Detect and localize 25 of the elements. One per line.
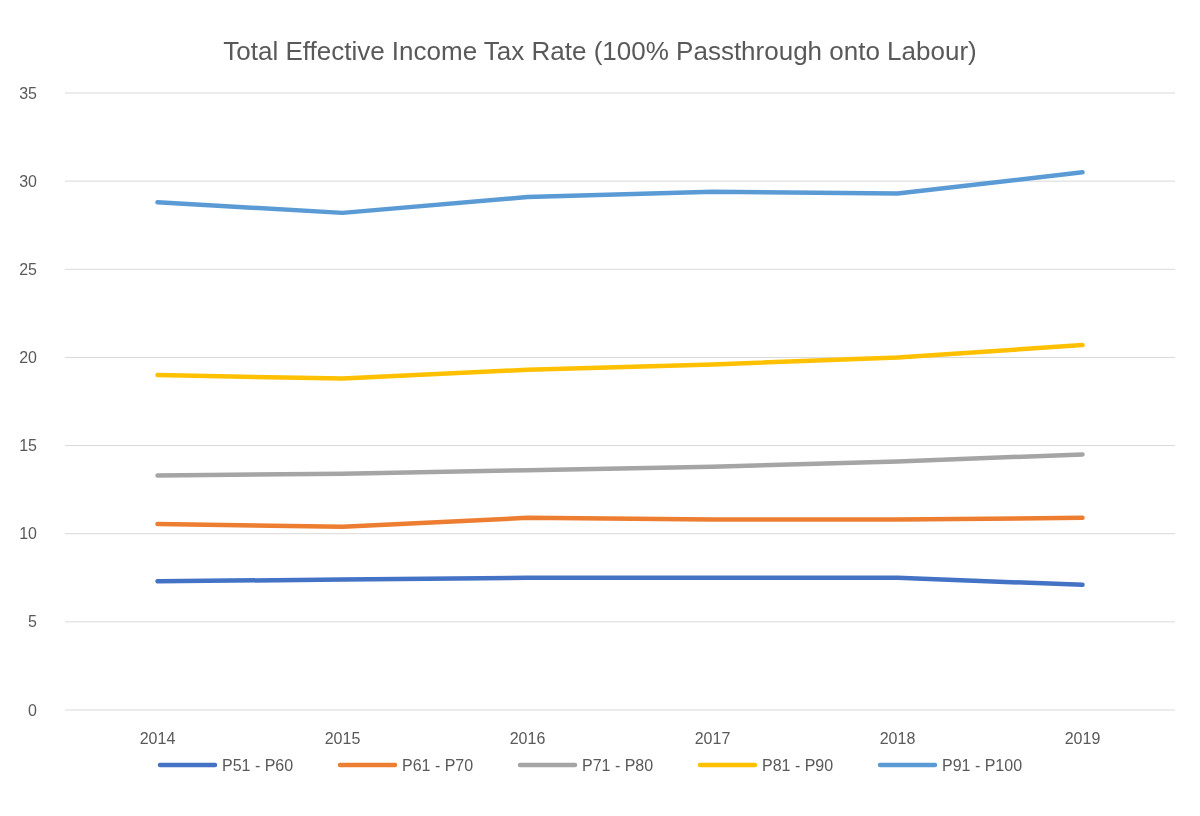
line-series [155, 575, 1085, 588]
x-tick-label: 2017 [694, 730, 731, 747]
x-tick-label: 2014 [139, 730, 176, 747]
legend-label: P81 - P90 [762, 756, 834, 774]
legend-label: P71 - P80 [582, 756, 654, 774]
chart-title: Total Effective Income Tax Rate (100% Passthrough onto Labour) [223, 36, 977, 66]
legend-label: P91 - P100 [942, 756, 1023, 774]
y-tick-label: 0 [28, 701, 38, 719]
x-tick-label: 2018 [879, 730, 916, 747]
y-tick-label: 15 [19, 437, 38, 455]
legend-label: P51 - P60 [222, 756, 294, 774]
y-tick-label: 20 [19, 349, 38, 367]
x-tick-label: 2015 [324, 730, 361, 747]
y-tick-label: 5 [28, 613, 38, 631]
legend-label: P61 - P70 [402, 756, 474, 774]
line-series [155, 452, 1085, 478]
x-tick-label: 2016 [509, 730, 546, 747]
y-tick-label: 25 [19, 260, 38, 278]
y-tick-label: 10 [19, 525, 38, 543]
line-series [155, 515, 1085, 529]
y-tick-label: 30 [19, 172, 38, 190]
line-series [155, 342, 1085, 381]
line-series [155, 170, 1085, 216]
y-tick-label: 35 [19, 84, 38, 102]
x-tick-label: 2019 [1064, 730, 1101, 747]
